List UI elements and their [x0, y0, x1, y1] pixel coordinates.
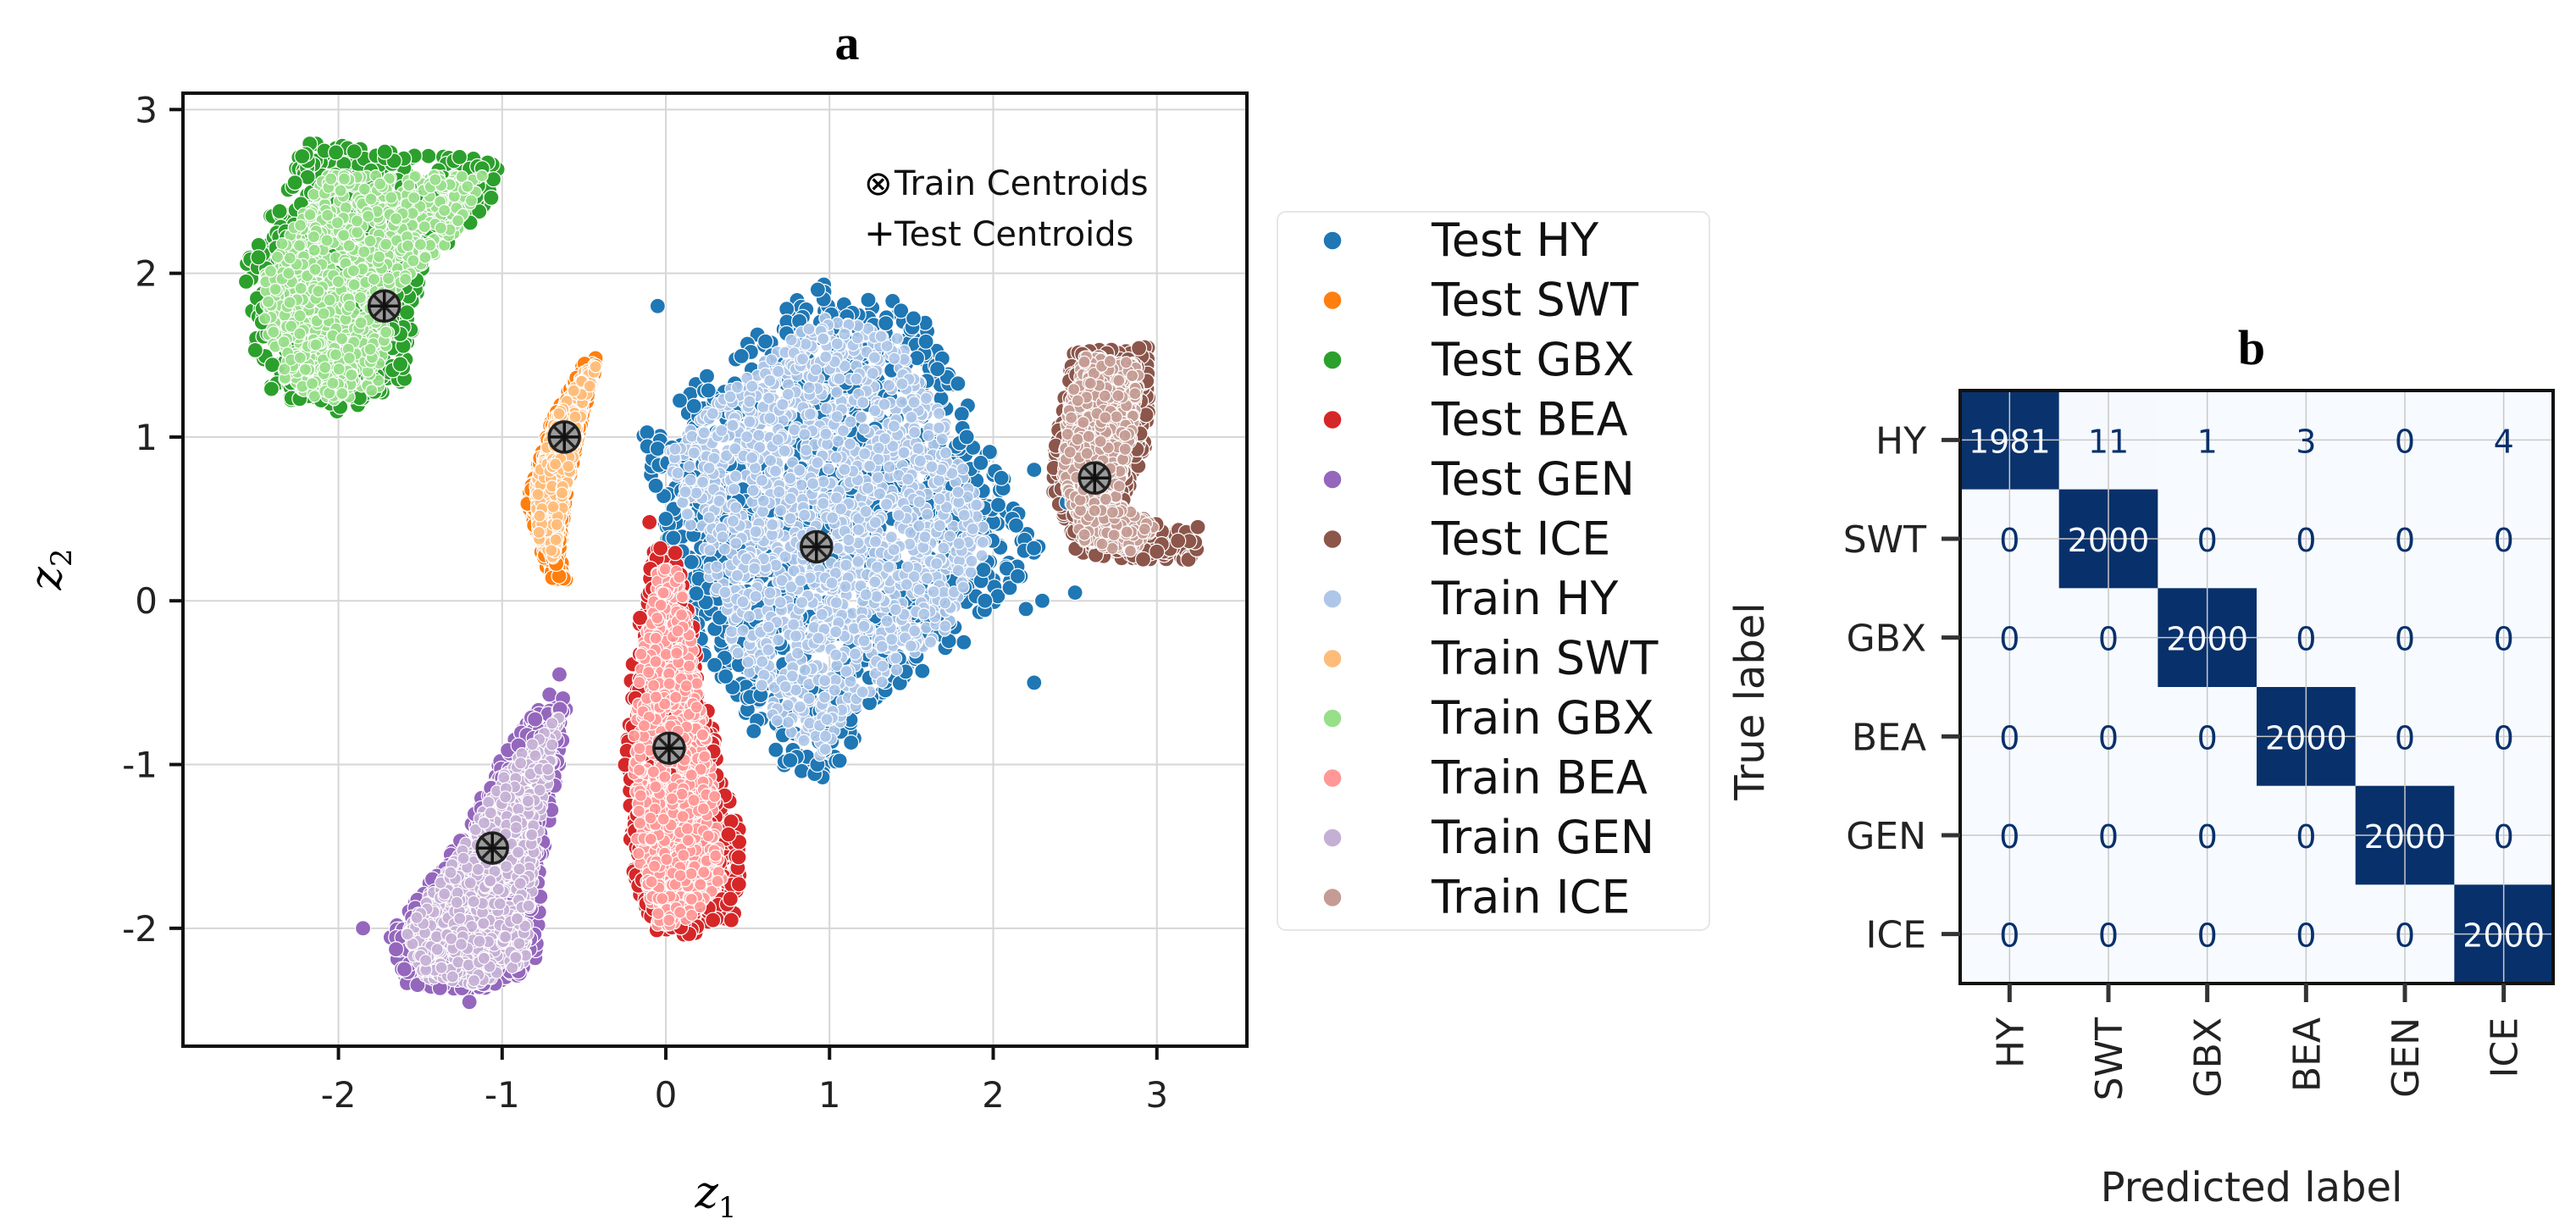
scatter-point-outlier	[993, 469, 1010, 486]
scatter-point-outlier	[657, 510, 674, 528]
scatter-point-outlier	[1026, 461, 1043, 479]
scatter-point	[392, 356, 409, 373]
scatter-point	[263, 380, 280, 397]
scatter-point	[688, 585, 705, 602]
scatter-point	[705, 911, 722, 928]
scatter-point-outlier	[551, 666, 568, 683]
scatter-point-outlier	[1033, 592, 1051, 609]
scatter-point	[782, 751, 799, 769]
scatter-point	[1007, 517, 1025, 534]
scatter-point	[398, 304, 416, 321]
scatter-point	[706, 657, 723, 673]
scatter-point-outlier	[723, 911, 740, 928]
scatter-point	[651, 540, 669, 557]
scatter-point-outlier	[977, 592, 994, 609]
scatter-point	[683, 553, 700, 571]
scatter-point-outlier	[641, 513, 658, 531]
scatter-point-outlier	[1189, 518, 1206, 535]
scatter-point	[247, 341, 263, 358]
scatter-point	[730, 849, 747, 866]
scatter-point	[420, 147, 437, 164]
scatter-point	[914, 662, 931, 679]
scatter-point	[1134, 551, 1152, 568]
scatter-point	[1025, 540, 1043, 557]
scatter-point	[972, 454, 989, 472]
scatter-point	[843, 734, 860, 751]
scatter-point	[700, 382, 717, 399]
scatter-point	[483, 189, 500, 206]
scatter-point	[958, 429, 975, 446]
scatter-point	[263, 357, 281, 374]
panel-a-title: a	[835, 15, 860, 70]
scatter-point	[647, 477, 664, 495]
scatter-point	[908, 350, 926, 367]
scatter-point	[950, 375, 967, 392]
scatter-point	[396, 961, 413, 978]
scatter-point	[953, 406, 970, 423]
scatter-point	[698, 368, 716, 385]
scatter-point-outlier	[649, 297, 666, 314]
scatter-point	[541, 686, 558, 703]
scatter-point	[1170, 532, 1187, 550]
scatter-point	[451, 148, 468, 165]
scatter-point	[860, 291, 877, 308]
scatter-point	[733, 347, 750, 364]
scatter-point	[730, 876, 747, 893]
scatter-point	[286, 175, 303, 191]
scatter-point	[665, 529, 682, 546]
scatter-point	[294, 147, 311, 165]
scatter-point	[328, 144, 345, 161]
scatter-point	[720, 826, 737, 843]
scatter-point-outlier	[1149, 543, 1166, 560]
scatter-point-outlier	[1066, 584, 1083, 601]
scatter-point-outlier	[1017, 601, 1034, 618]
scatter-point	[905, 310, 922, 327]
scatter-point	[809, 281, 827, 298]
scatter-point-outlier	[1009, 568, 1027, 585]
scatter-point	[717, 668, 734, 685]
scatter-point	[722, 890, 739, 907]
scatter-point	[928, 361, 946, 378]
scatter-point-outlier	[1026, 674, 1043, 691]
scatter-point	[685, 397, 702, 414]
scatter-point	[649, 440, 667, 457]
scatter-point	[989, 496, 1007, 513]
scatter-point-outlier	[461, 994, 478, 1011]
scatter-point	[387, 940, 405, 958]
scatter-point	[667, 545, 684, 562]
scatter-point	[767, 741, 784, 758]
scatter-point	[271, 202, 288, 219]
scatter-point	[956, 634, 972, 651]
scatter-point	[346, 143, 363, 160]
scatter-point	[237, 273, 255, 290]
scatter-point	[745, 723, 762, 740]
scatter-point	[376, 143, 393, 160]
scatter-point-outlier	[354, 920, 372, 937]
scatter-point	[1130, 340, 1148, 357]
scatter-point	[878, 315, 895, 332]
scatter-point	[917, 333, 934, 350]
scatter-point	[756, 333, 774, 350]
scatter-point	[527, 711, 544, 728]
scatter-point	[831, 752, 848, 769]
scatter-point	[671, 392, 689, 409]
scatter-point	[250, 249, 267, 266]
scatter-point	[975, 562, 992, 579]
